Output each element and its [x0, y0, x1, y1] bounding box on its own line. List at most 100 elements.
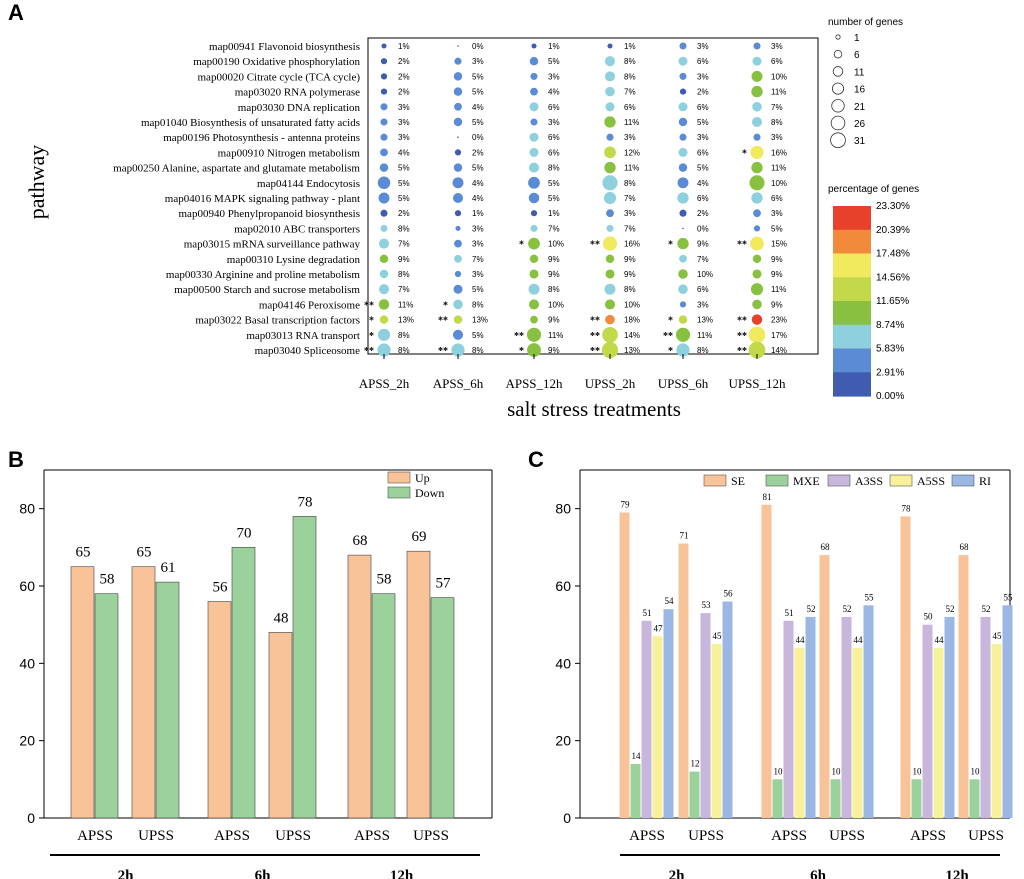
percent-label: 8%	[624, 72, 636, 81]
size-legend-circle	[831, 82, 845, 95]
percent-label: 10%	[548, 300, 564, 309]
percent-label: 9%	[771, 270, 783, 279]
bar-value-label: 48	[274, 610, 289, 626]
percent-label: 8%	[398, 270, 410, 279]
percent-label: 12%	[624, 148, 640, 157]
percent-label: 5%	[398, 179, 410, 188]
percent-label: 8%	[548, 164, 560, 173]
bubble-point	[530, 118, 538, 126]
percent-label: 4%	[472, 179, 484, 188]
bar-value-label: 52	[946, 604, 955, 614]
percent-label: 9%	[624, 255, 636, 264]
percent-label: 8%	[548, 285, 560, 294]
percent-label: 10%	[548, 240, 564, 249]
percent-label: 8%	[697, 346, 709, 355]
bubble-point	[753, 209, 761, 218]
significance-mark: **	[438, 316, 448, 327]
percent-label: 8%	[398, 331, 410, 340]
size-legend-label: 31	[854, 136, 866, 147]
percent-label: 6%	[697, 148, 709, 157]
treatment-tick-label: UPSS_2h	[585, 376, 636, 391]
percent-label: 6%	[548, 103, 560, 112]
bubble-point	[380, 88, 388, 95]
bubble-point	[531, 43, 537, 49]
percent-label: 8%	[472, 300, 484, 309]
significance-mark: *	[668, 346, 673, 357]
percent-label: 2%	[398, 88, 410, 97]
significance-mark: **	[737, 346, 747, 357]
bubble-point	[528, 176, 540, 189]
percent-label: 3%	[697, 42, 709, 51]
bar-ri	[863, 605, 874, 818]
bubble-point	[606, 209, 614, 218]
bubble-point	[453, 163, 463, 172]
pathway-label: map04144 Endocytosis	[257, 178, 360, 190]
significance-mark: **	[737, 331, 747, 342]
bar-value-label: 69	[412, 529, 427, 545]
bubble-point	[753, 42, 761, 50]
bubble-point	[529, 269, 539, 279]
percent-label: 3%	[472, 224, 484, 233]
significance-mark: *	[443, 300, 448, 311]
bubble-point	[751, 192, 763, 204]
percent-label: 4%	[398, 148, 410, 157]
bubble-point	[748, 326, 766, 344]
bubble-point	[380, 133, 388, 141]
y-tick-label: 80	[555, 501, 571, 517]
bar-value-label: 10	[913, 766, 923, 776]
bubble-point	[679, 88, 687, 95]
bar-value-label: 56	[724, 589, 734, 599]
bubble-point	[380, 73, 388, 80]
bar-a3ss	[783, 620, 794, 818]
bubble-point	[378, 299, 390, 310]
percent-label: 5%	[697, 118, 709, 127]
bar-value-label: 70	[237, 525, 252, 541]
bubble-plot-frame	[367, 37, 819, 355]
bubble-point	[750, 145, 764, 159]
percent-label: 14%	[624, 331, 640, 340]
percent-label: 6%	[771, 57, 783, 66]
bubble-point	[379, 315, 389, 324]
color-legend-band	[833, 324, 871, 350]
bubble-point	[452, 177, 464, 189]
bar-value-label: 45	[713, 631, 723, 641]
percent-label: 3%	[697, 300, 709, 309]
pathway-label: map04016 MAPK signaling pathway - plant	[165, 193, 360, 205]
bubble-point	[380, 148, 388, 157]
legend-swatch	[387, 471, 411, 484]
bubble-point	[606, 224, 614, 232]
pathway-label: map03022 Basal transcription factors	[195, 315, 360, 327]
treatment-tick-label: UPSS_6h	[658, 376, 709, 391]
percent-label: 3%	[472, 270, 484, 279]
percent-label: 3%	[548, 118, 560, 127]
percent-label: 11%	[624, 164, 639, 173]
bubble-point	[453, 284, 463, 294]
percent-label: 1%	[398, 42, 410, 51]
size-legend-title: number of genes	[828, 17, 903, 28]
pathway-label: map01040 Biosynthesis of unsaturated fat…	[141, 117, 360, 129]
percent-label: 8%	[771, 118, 783, 127]
bar-value-label: 79	[621, 500, 631, 510]
bar-ri	[663, 609, 674, 818]
bubble-point	[454, 210, 462, 217]
percent-label: 5%	[548, 179, 560, 188]
bubble-point	[380, 103, 388, 111]
percent-label: 3%	[398, 118, 410, 127]
percent-label: 8%	[624, 57, 636, 66]
percent-label: 7%	[624, 224, 636, 233]
bar-value-label: 44	[854, 635, 864, 645]
bubble-point	[452, 329, 464, 340]
bar-a5ss	[794, 647, 805, 818]
y-tick-label: 60	[555, 578, 571, 594]
size-legend-label: 6	[854, 50, 860, 61]
percent-label: 1%	[548, 42, 560, 51]
percent-label: 9%	[548, 270, 560, 279]
percent-label: 9%	[771, 255, 783, 264]
percent-label: 11%	[548, 331, 563, 340]
percent-label: 11%	[697, 331, 712, 340]
percent-label: 3%	[398, 103, 410, 112]
bubble-point	[379, 254, 389, 264]
percent-label: 6%	[624, 103, 636, 112]
percent-label: 11%	[771, 285, 786, 294]
percent-label: 8%	[472, 346, 484, 355]
